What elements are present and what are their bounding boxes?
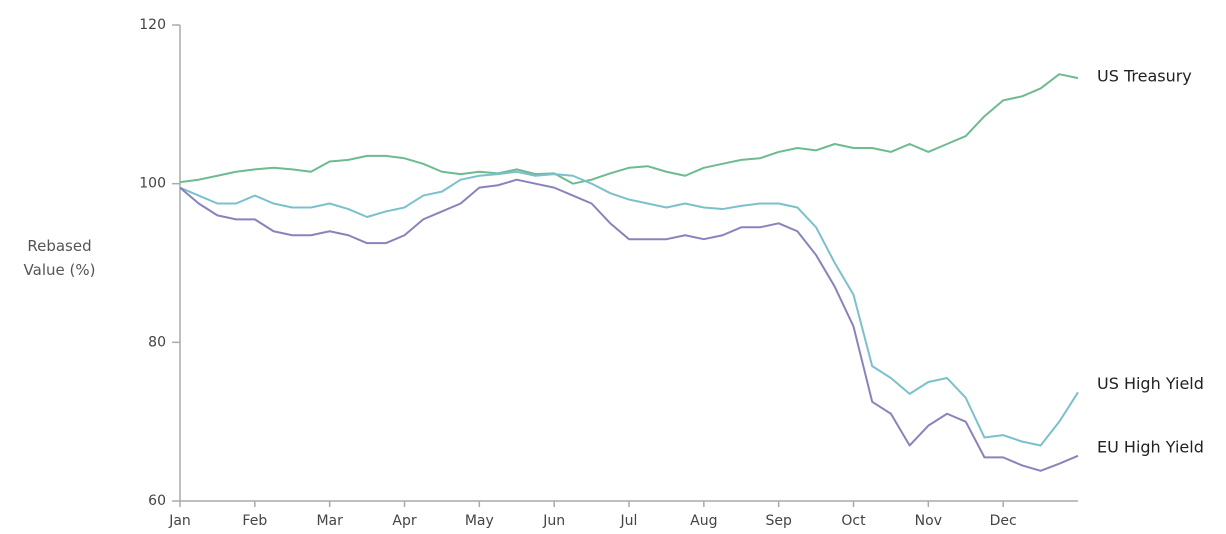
y-tick-label: 60	[148, 493, 166, 509]
y-tick-label: 100	[139, 176, 166, 192]
line-series	[179, 73, 1079, 185]
x-tick-label: May	[465, 513, 494, 529]
series-label: EU High Yield	[1097, 437, 1204, 456]
x-tick-label: Jul	[620, 513, 638, 529]
x-tick-label: Oct	[841, 513, 866, 529]
series-label: US High Yield	[1097, 374, 1204, 393]
x-tick-label: Jan	[168, 513, 191, 529]
line-series	[179, 170, 1079, 447]
y-axis-label: Rebased Value (%)	[23, 237, 96, 279]
line-series	[179, 178, 1079, 472]
x-tick-label: Feb	[242, 513, 267, 529]
x-tick-label: Dec	[990, 513, 1017, 529]
y-tick-label: 120	[139, 17, 166, 33]
x-tick-label: Sep	[765, 513, 792, 529]
x-tick-label: Apr	[392, 513, 416, 529]
y-tick-label: 80	[148, 334, 166, 350]
x-tick-label: Jun	[542, 513, 565, 529]
x-tick-label: Nov	[915, 513, 942, 529]
series-label: US Treasury	[1097, 67, 1192, 86]
x-tick-label: Aug	[690, 513, 717, 529]
x-tick-label: Mar	[316, 513, 343, 529]
